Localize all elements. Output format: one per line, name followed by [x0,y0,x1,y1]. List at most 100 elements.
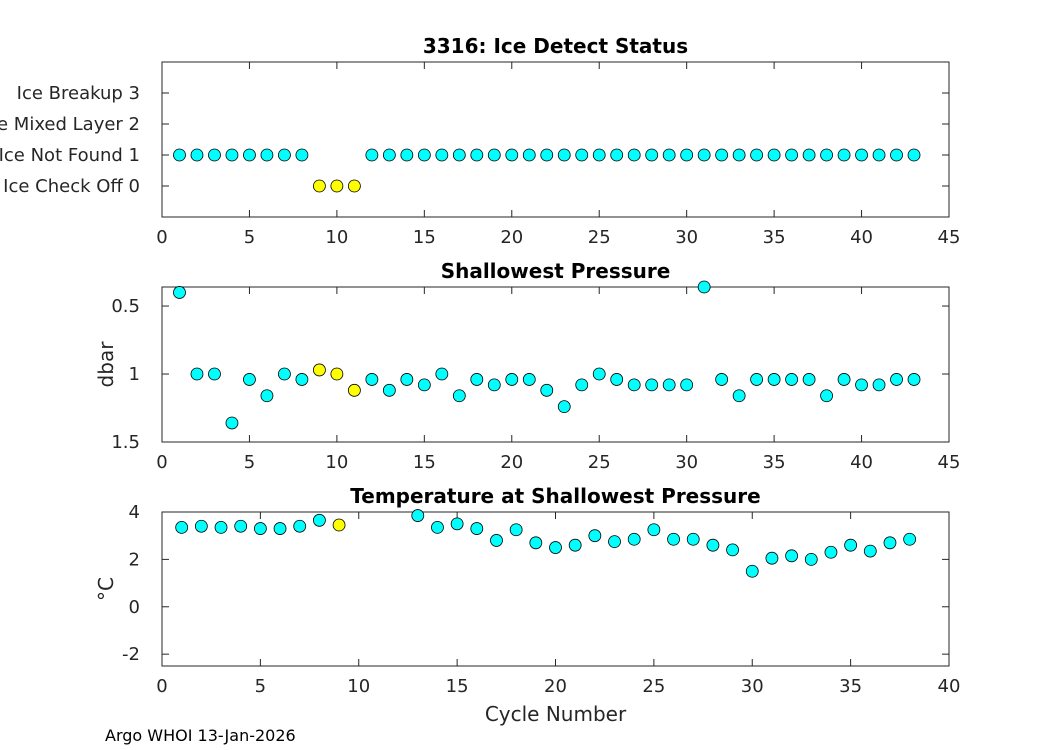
data-point [890,373,903,386]
data-point [750,148,764,162]
flagged-data-point [347,383,361,397]
data-point [208,148,221,162]
pressure-x-tick-label: 20 [500,452,523,473]
data-point [208,367,221,381]
pressure-x-tick-label: 15 [413,452,436,473]
ice-status-axes-frame [161,61,950,218]
data-point [273,522,287,535]
data-point [855,378,868,392]
data-point [490,534,503,547]
data-point [278,367,291,381]
data-point [608,535,621,549]
data-point [400,148,414,162]
data-point [295,373,309,386]
data-point [627,148,641,162]
temperature-x-tick-label: 15 [446,676,469,697]
ice-status-x-tick-label: 20 [500,227,523,248]
data-point [837,373,851,386]
data-point [802,373,816,386]
data-point [726,543,739,557]
ice-status-panel: 0 5 10 15 20 25 30 35 40 45 Ice Check Off 0 Ice Not… [0,34,960,248]
data-point [470,373,484,386]
temperature-title: Temperature at Shallowest Pressure [350,484,760,508]
data-point [382,383,396,397]
pressure-x-tick-label: 10 [325,452,348,473]
data-point [190,367,204,381]
data-point [627,532,641,546]
temperature-y-axis-label: °C [94,577,118,601]
data-point [715,373,729,386]
data-point [522,373,536,386]
data-point [750,373,764,386]
data-point [785,148,798,162]
data-point [697,280,711,294]
data-point [697,148,711,162]
data-point [680,378,694,392]
data-point [592,148,606,162]
data-point [450,517,464,531]
pressure-y-tick-label: 0.5 [111,296,140,317]
temperature-x-tick-label: 0 [156,676,167,697]
data-point [225,416,239,430]
temperature-x-tick-label: 40 [938,676,961,697]
data-point [820,389,833,403]
data-point [686,532,700,546]
pressure-x-tick-label: 25 [588,452,611,473]
data-point [680,148,694,162]
data-point [872,148,886,162]
ice-status-y-tick-label: Ice Breakup 3 [17,83,140,104]
data-point [278,148,291,162]
data-point [767,148,781,162]
data-point [647,523,661,537]
data-point [365,148,379,162]
flagged-data-point [330,367,344,381]
data-point [431,521,444,534]
temperature-panel: 0 5 10 15 20 25 30 35 40 -2 0 2 4 Temperature at Shal… [94,484,960,726]
data-point [575,148,589,162]
data-point [802,148,816,162]
data-point [470,148,484,162]
ice-status-x-tick-label: 5 [244,227,255,248]
flagged-data-point [312,363,326,377]
pressure-y-tick-label: 1 [129,364,140,385]
data-point [173,286,186,299]
data-point [745,564,759,578]
data-point [557,400,571,414]
data-point [365,373,379,386]
data-point [662,148,676,162]
data-point [540,383,554,397]
data-point [872,378,886,392]
data-point [883,536,897,550]
data-point [706,538,720,552]
data-point [588,529,602,543]
data-point [225,148,239,162]
data-point [505,373,519,386]
data-point [667,532,680,546]
pressure-x-tick-label: 5 [244,452,255,473]
data-point [855,148,868,162]
temperature-x-tick-label: 25 [642,676,665,697]
pressure-y-axis-label: dbar [94,341,118,388]
data-point [557,148,571,162]
data-point [785,373,798,386]
data-point [411,509,425,522]
temperature-x-tick-label: 30 [741,676,764,697]
temperature-y-tick-label: -2 [122,644,140,665]
data-point [610,373,624,386]
flagged-data-point [347,179,361,193]
ice-status-x-tick-label: 15 [413,227,436,248]
pressure-x-tick-label: 0 [156,452,167,473]
flagged-data-point [312,179,326,193]
data-point [907,373,921,386]
pressure-x-tick-label: 45 [938,452,961,473]
data-point [549,541,562,554]
data-point [253,522,267,535]
temperature-x-tick-label: 10 [347,676,370,697]
data-point [435,367,449,381]
pressure-x-tick-label: 35 [763,452,786,473]
temperature-x-tick-label: 20 [544,676,567,697]
ice-status-x-tick-label: 30 [675,227,698,248]
data-point [645,148,659,162]
data-point [243,148,256,162]
